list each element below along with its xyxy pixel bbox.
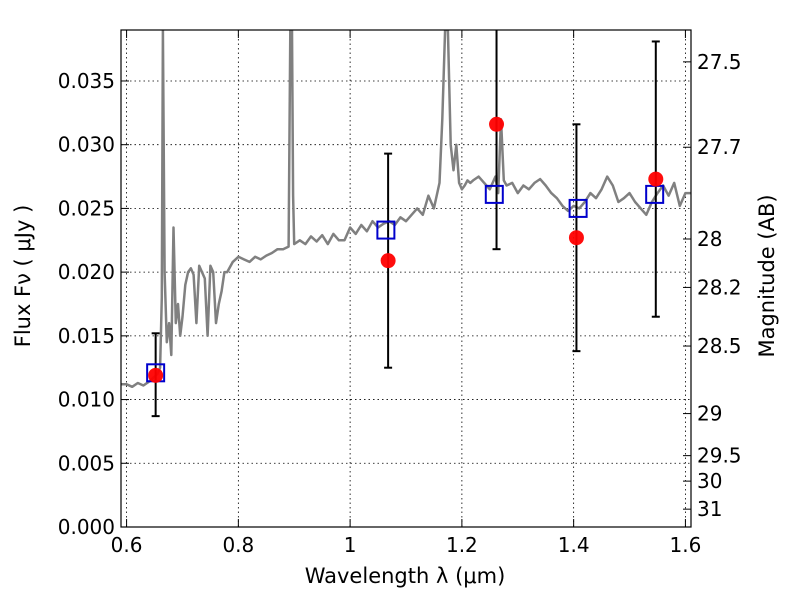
x-tick-label: 0.6	[111, 533, 143, 557]
circle-marker	[489, 116, 505, 132]
y2-tick-label: 28.2	[697, 275, 742, 299]
y2-tick-label: 31	[697, 497, 722, 521]
circle-marker	[648, 171, 664, 187]
x-axis-label: Wavelength λ (μm)	[305, 564, 506, 588]
y-tick-label: 0.010	[58, 388, 115, 412]
x-tick-label: 1.2	[446, 533, 478, 557]
plot-area	[120, 29, 692, 528]
y-axis-label: Flux Fν ( μJy )	[11, 205, 35, 348]
y-tick-label: 0.020	[58, 260, 115, 284]
y2-axis: 27.5 27.7 28 28.2 28.5 29 29.530 31	[683, 50, 742, 521]
square-marker	[568, 198, 588, 218]
square-marker	[376, 220, 396, 240]
y2-tick-label: 28.5	[697, 334, 742, 358]
plot-frame	[120, 29, 692, 528]
y-tick-label: 0.025	[58, 196, 115, 220]
circle-marker	[568, 230, 584, 246]
y-tick-label: 0.005	[58, 451, 115, 475]
model-spectrum-line	[121, 30, 691, 389]
y2-tick-label: 27.7	[697, 135, 742, 159]
x-tick-label: 1.6	[670, 533, 702, 557]
y2-tick-label: 29	[697, 402, 722, 426]
data-layer	[121, 30, 691, 418]
y-tick-label: 0.035	[58, 69, 115, 93]
x-tick-label: 0.8	[222, 533, 254, 557]
circle-marker	[148, 367, 164, 383]
y2-axis-label: Magnitude (AB)	[755, 194, 779, 357]
square-marker	[484, 184, 504, 204]
y2-tick-label: 29.5	[697, 444, 742, 468]
y2-tick-label: 27.5	[697, 50, 742, 74]
y-tick-label: 0.030	[58, 133, 115, 157]
x-tick-label: 1.4	[558, 533, 590, 557]
circle-marker	[380, 253, 396, 269]
x-tick-label: 1	[344, 533, 357, 557]
y-tick-label: 0.015	[58, 324, 115, 348]
y2-tick-label: 30	[697, 469, 722, 493]
error-bar	[492, 30, 501, 251]
y-axis: 0.000 0.005 0.010 0.015 0.020 0.025 0.030 0.035	[58, 69, 129, 539]
y2-tick-label: 28	[697, 227, 722, 251]
plot-background	[121, 30, 691, 527]
x-axis: 0.6 0.8 1 1.2 1.4 1.6	[111, 30, 702, 557]
y-tick-label: 0.000	[58, 515, 115, 539]
